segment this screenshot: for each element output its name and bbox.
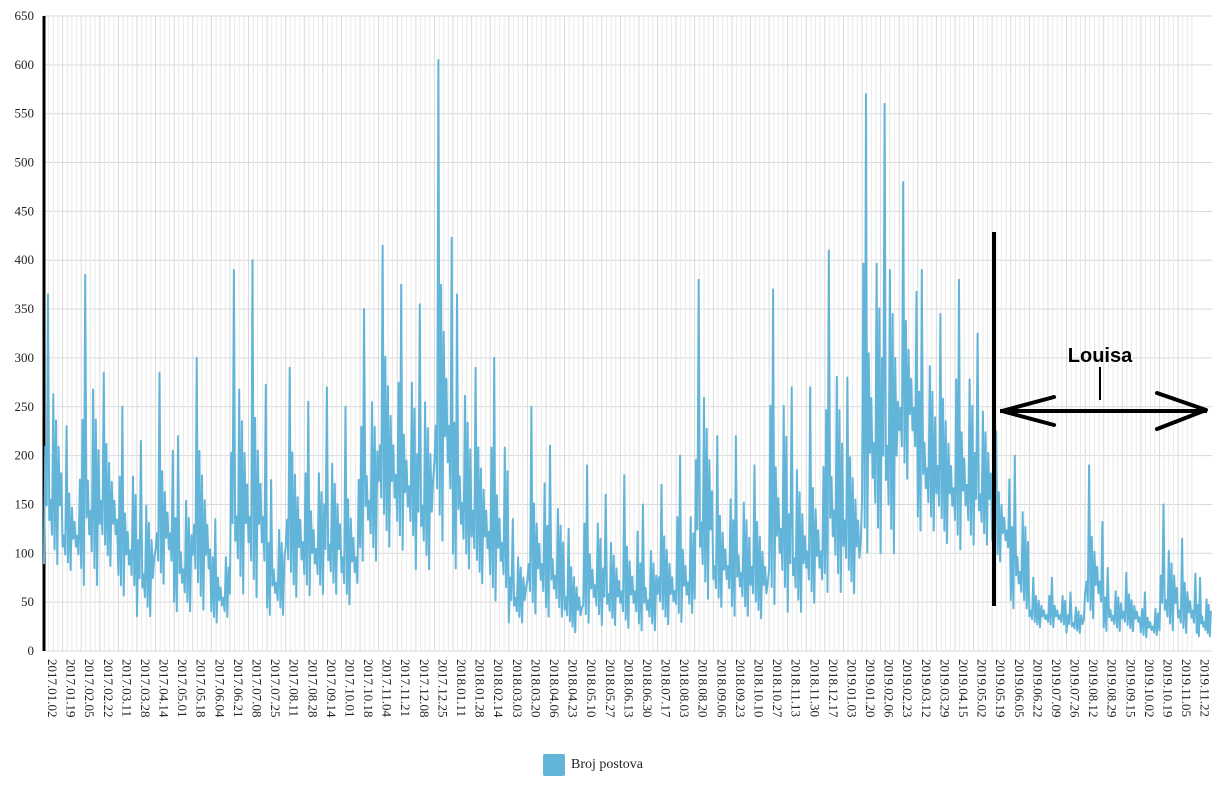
x-tick-label: 2017.11.21 — [398, 659, 413, 717]
x-tick-label: 2018.02.14 — [491, 659, 506, 718]
x-tick-label: 2019.09.15 — [1123, 659, 1138, 718]
x-tick-label: 2017.12.25 — [435, 659, 450, 718]
x-tick-label: 2019.07.26 — [1068, 659, 1083, 718]
x-tick-label: 2018.04.23 — [566, 659, 581, 718]
x-tick-label: 2017.01.02 — [45, 659, 60, 718]
x-tick-label: 2018.08.20 — [696, 659, 711, 718]
legend-swatch — [543, 754, 565, 776]
x-tick-label: 2019.11.05 — [1179, 659, 1194, 717]
louisa-annotation: Louisa — [992, 232, 1208, 606]
x-tick-label: 2017.05.01 — [175, 659, 190, 718]
y-tick-label: 450 — [15, 203, 35, 218]
y-tick-label: 650 — [15, 8, 35, 23]
x-tick-label: 2019.04.15 — [956, 659, 971, 718]
x-tick-label: 2019.10.19 — [1161, 659, 1176, 718]
y-tick-label: 200 — [15, 448, 35, 463]
x-tick-label: 2018.08.03 — [677, 659, 692, 718]
series-line-broj-postova — [43, 59, 1212, 639]
y-tick-label: 0 — [28, 643, 35, 658]
x-tick-label: 2019.03.12 — [919, 659, 934, 718]
x-tick-label: 2018.11.30 — [807, 659, 822, 717]
x-tick-label: 2018.10.27 — [770, 659, 785, 718]
x-tick-label: 2019.01.20 — [863, 659, 878, 718]
x-tick-label: 2017.10.18 — [361, 659, 376, 718]
x-axis-ticks: 2017.01.02 2017.01.19 2017.02.05 2017.02.22… — [45, 659, 1213, 718]
x-tick-label: 2019.11.22 — [1198, 659, 1213, 717]
x-tick-label: 2018.01.11 — [454, 659, 469, 717]
y-tick-label: 500 — [15, 155, 35, 170]
legend[interactable]: Broj postova — [543, 754, 643, 776]
x-tick-label: 2017.05.18 — [194, 659, 209, 718]
x-tick-label: 2018.07.17 — [659, 659, 674, 718]
y-tick-label: 100 — [15, 545, 35, 560]
x-tick-label: 2018.09.06 — [714, 659, 729, 718]
x-tick-label: 2019.03.29 — [937, 659, 952, 718]
y-tick-label: 150 — [15, 496, 35, 511]
x-tick-label: 2017.11.04 — [380, 659, 395, 718]
x-tick-label: 2019.07.09 — [1049, 659, 1064, 718]
legend-label: Broj postova — [571, 757, 643, 772]
x-tick-label: 2017.03.11 — [119, 659, 134, 717]
x-tick-label: 2017.02.22 — [101, 659, 116, 718]
x-tick-label: 2019.05.02 — [975, 659, 990, 718]
y-tick-label: 600 — [15, 57, 35, 72]
x-tick-label: 2017.07.25 — [268, 659, 283, 718]
louisa-label: Louisa — [1068, 345, 1133, 367]
x-tick-label: 2017.08.11 — [287, 659, 302, 717]
x-tick-label: 2019.06.05 — [1012, 659, 1027, 718]
x-tick-label: 2018.03.03 — [510, 659, 525, 718]
y-tick-label: 400 — [15, 252, 35, 267]
y-tick-label: 350 — [15, 301, 35, 316]
x-tick-label: 2019.06.22 — [1030, 659, 1045, 718]
y-tick-label: 550 — [15, 106, 35, 121]
x-tick-label: 2019.02.06 — [882, 659, 897, 718]
x-tick-label: 2019.02.23 — [900, 659, 915, 718]
x-tick-label: 2017.09.14 — [324, 659, 339, 718]
y-tick-label: 250 — [15, 399, 35, 414]
y-axis-ticks: 0 50 100 150 200 250 300 350 400 450 500 550 600 650 — [15, 8, 35, 658]
x-tick-label: 2018.06.30 — [640, 659, 655, 718]
y-tick-label: 50 — [21, 594, 34, 609]
x-tick-label: 2018.01.28 — [473, 659, 488, 718]
x-tick-label: 2018.04.06 — [547, 659, 562, 718]
x-tick-label: 2018.10.10 — [751, 659, 766, 718]
x-tick-label: 2017.07.08 — [250, 659, 265, 718]
x-tick-label: 2018.12.17 — [826, 659, 841, 718]
x-tick-label: 2017.12.08 — [417, 659, 432, 718]
x-tick-label: 2019.05.19 — [993, 659, 1008, 718]
x-tick-label: 2019.01.03 — [844, 659, 859, 718]
louisa-arrow-left-head — [1000, 395, 1056, 427]
x-tick-label: 2017.03.28 — [138, 659, 153, 718]
x-tick-label: 2018.09.23 — [733, 659, 748, 718]
x-tick-label: 2018.03.20 — [528, 659, 543, 718]
x-tick-label: 2019.08.12 — [1086, 659, 1101, 718]
x-tick-label: 2018.05.27 — [603, 659, 618, 718]
y-tick-label: 300 — [15, 350, 35, 365]
x-tick-label: 2017.10.01 — [342, 659, 357, 718]
x-tick-label: 2017.06.04 — [212, 659, 227, 718]
x-tick-label: 2018.06.13 — [621, 659, 636, 718]
x-tick-label: 2018.05.10 — [584, 659, 599, 718]
x-tick-label: 2017.02.05 — [82, 659, 97, 718]
x-tick-label: 2017.01.19 — [64, 659, 79, 718]
x-tick-label: 2018.11.13 — [789, 659, 804, 717]
x-tick-label: 2017.08.28 — [305, 659, 320, 718]
louisa-arrow-right-head — [1155, 391, 1208, 431]
x-tick-label: 2019.08.29 — [1105, 659, 1120, 718]
x-tick-label: 2017.06.21 — [231, 659, 246, 718]
x-tick-label: 2019.10.02 — [1142, 659, 1157, 718]
x-tick-label: 2017.04.14 — [157, 659, 172, 718]
